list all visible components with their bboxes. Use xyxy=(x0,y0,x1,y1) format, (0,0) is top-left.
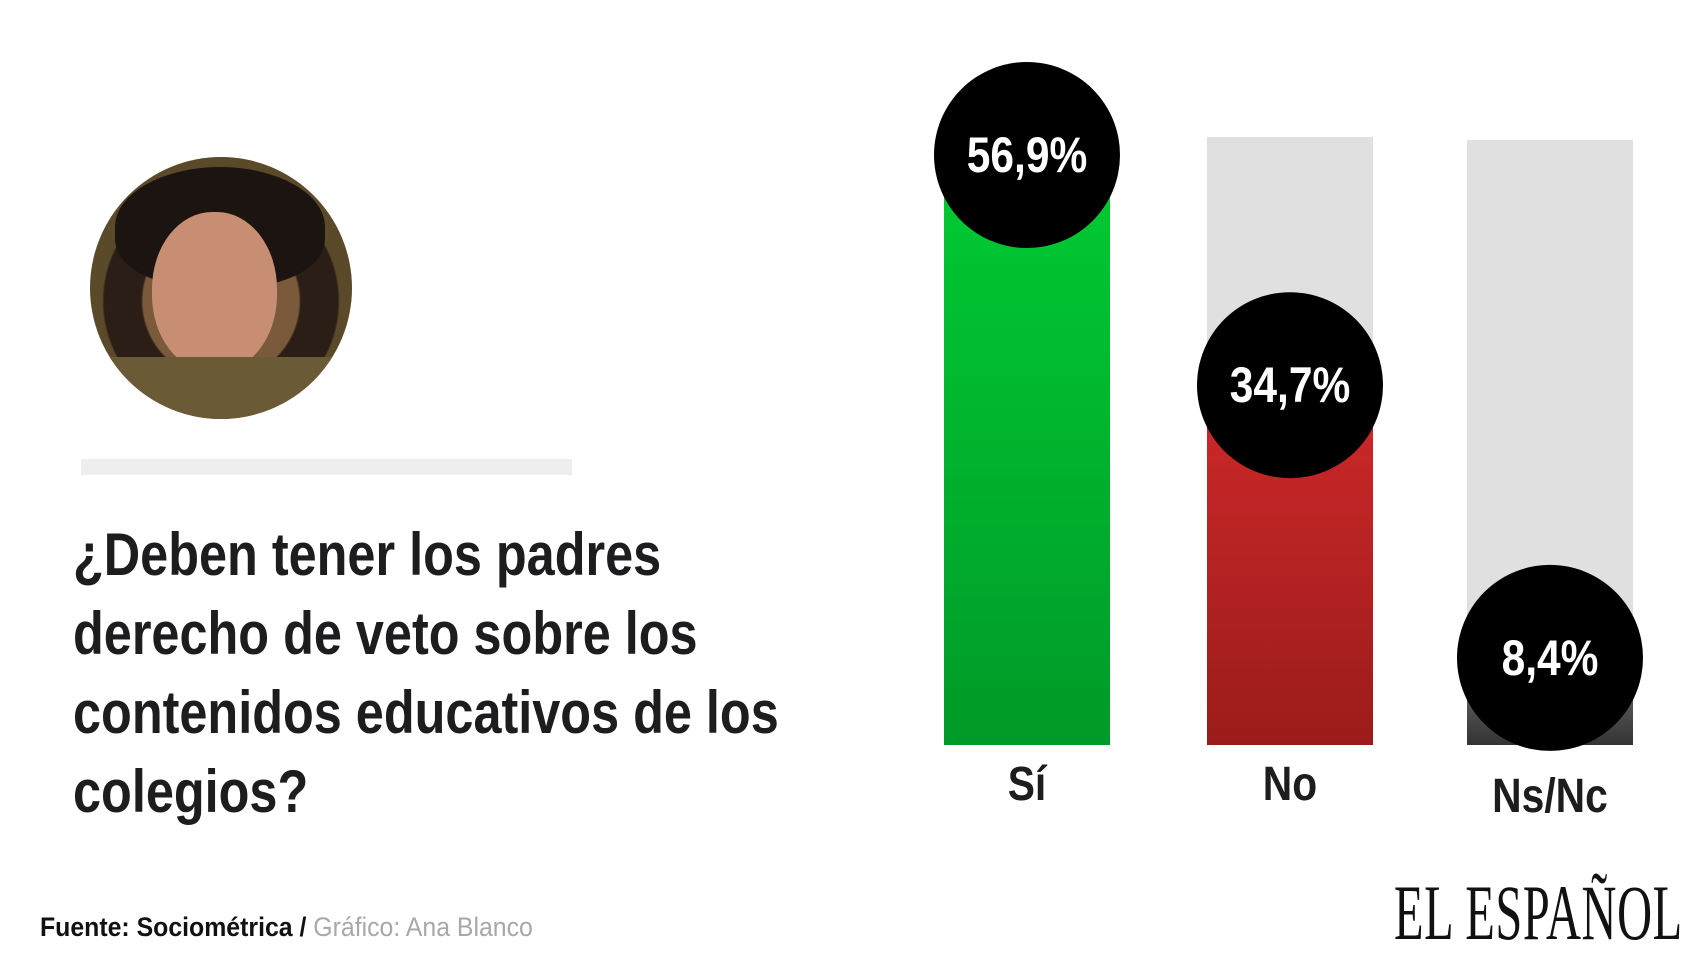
title-line: derecho de veto sobre los xyxy=(73,600,698,667)
title-line: colegios? xyxy=(73,758,309,825)
divider xyxy=(81,459,572,475)
title-line: ¿Deben tener los padres xyxy=(73,521,662,588)
value-badge xyxy=(1457,564,1643,751)
value-label: 34,7% xyxy=(1230,357,1350,413)
separator: / xyxy=(292,912,314,942)
chart-title: ¿Deben tener los padres derecho de veto … xyxy=(73,515,829,831)
el-espanol-logo: EL ESPAÑOL xyxy=(1394,869,1683,956)
title-line: contenidos educativos de los xyxy=(73,679,779,746)
bar-0 xyxy=(944,155,1110,745)
value-badge xyxy=(1197,292,1383,479)
footer: Fuente: Sociométrica / Gráfico: Ana Blan… xyxy=(40,912,533,943)
category-label: No xyxy=(1263,758,1317,811)
category-label: Sí xyxy=(1008,758,1048,811)
category-label: Ns/Nc xyxy=(1492,770,1608,823)
value-label: 8,4% xyxy=(1502,630,1599,686)
source: Fuente: Sociométrica xyxy=(40,912,293,942)
value-label: 56,9% xyxy=(967,127,1087,183)
credit: Gráfico: Ana Blanco xyxy=(313,912,533,942)
portrait-photo xyxy=(90,157,352,419)
value-badge xyxy=(934,62,1120,248)
